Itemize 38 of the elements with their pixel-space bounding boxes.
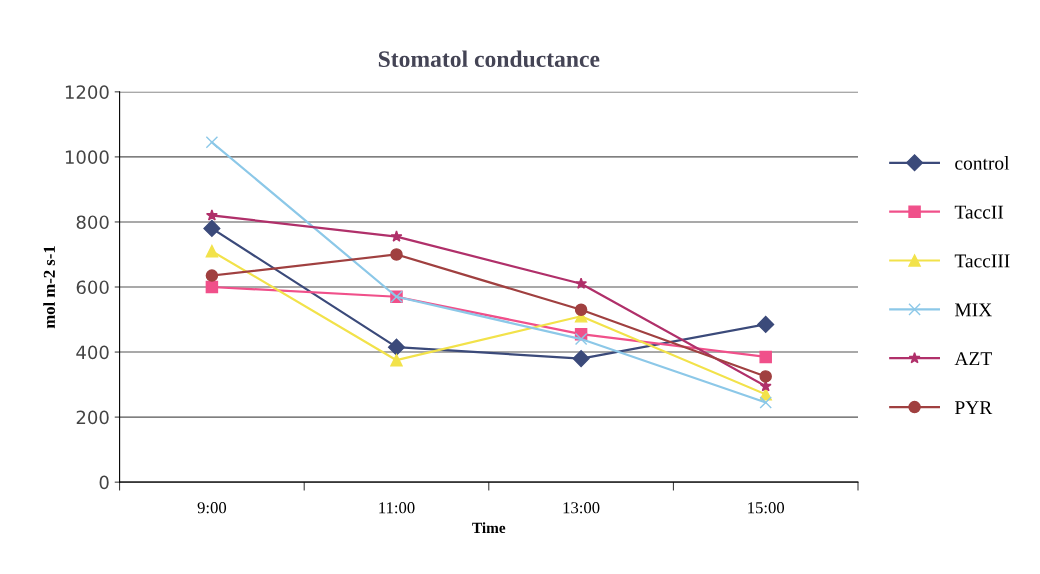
point <box>575 277 588 289</box>
x-tick-label: 9:00 <box>197 502 227 514</box>
point <box>203 219 221 238</box>
legend-label: AZT <box>954 352 992 366</box>
x-tick-label: 11:00 <box>379 502 415 514</box>
y-tick-label: 600 <box>76 280 109 295</box>
point <box>759 350 772 364</box>
x-axis-title: Time <box>472 522 506 534</box>
point <box>205 136 219 149</box>
point <box>205 209 218 221</box>
legend-label: TaccII <box>954 205 1004 219</box>
point <box>390 248 403 261</box>
point <box>205 280 219 294</box>
x-tick-label: 13:00 <box>563 502 600 514</box>
point <box>574 332 588 346</box>
y-tick-label: 400 <box>76 345 109 360</box>
point <box>574 303 588 317</box>
y-axis-title: mol m-2 s-1 <box>43 246 55 329</box>
point <box>390 353 403 367</box>
y-tick-label: 0 <box>99 475 109 490</box>
point <box>759 370 772 383</box>
y-tick-label: 800 <box>76 215 109 230</box>
point <box>205 244 219 258</box>
legend-label: PYR <box>954 401 993 414</box>
point <box>572 350 590 368</box>
y-tick-label: 1200 <box>65 85 109 99</box>
legend-label: MIX <box>954 303 992 317</box>
y-tick-label: 200 <box>76 410 109 425</box>
point <box>390 230 403 242</box>
point <box>205 269 219 282</box>
y-tick-label: 1000 <box>65 150 109 165</box>
point <box>759 396 772 409</box>
point <box>387 338 406 356</box>
x-tick-label: 15:00 <box>748 502 785 514</box>
chart-title: Stomatol conductance <box>378 50 600 68</box>
legend-label: control <box>955 156 1010 170</box>
point <box>757 315 775 333</box>
legend-label: TaccIII <box>954 254 1010 268</box>
